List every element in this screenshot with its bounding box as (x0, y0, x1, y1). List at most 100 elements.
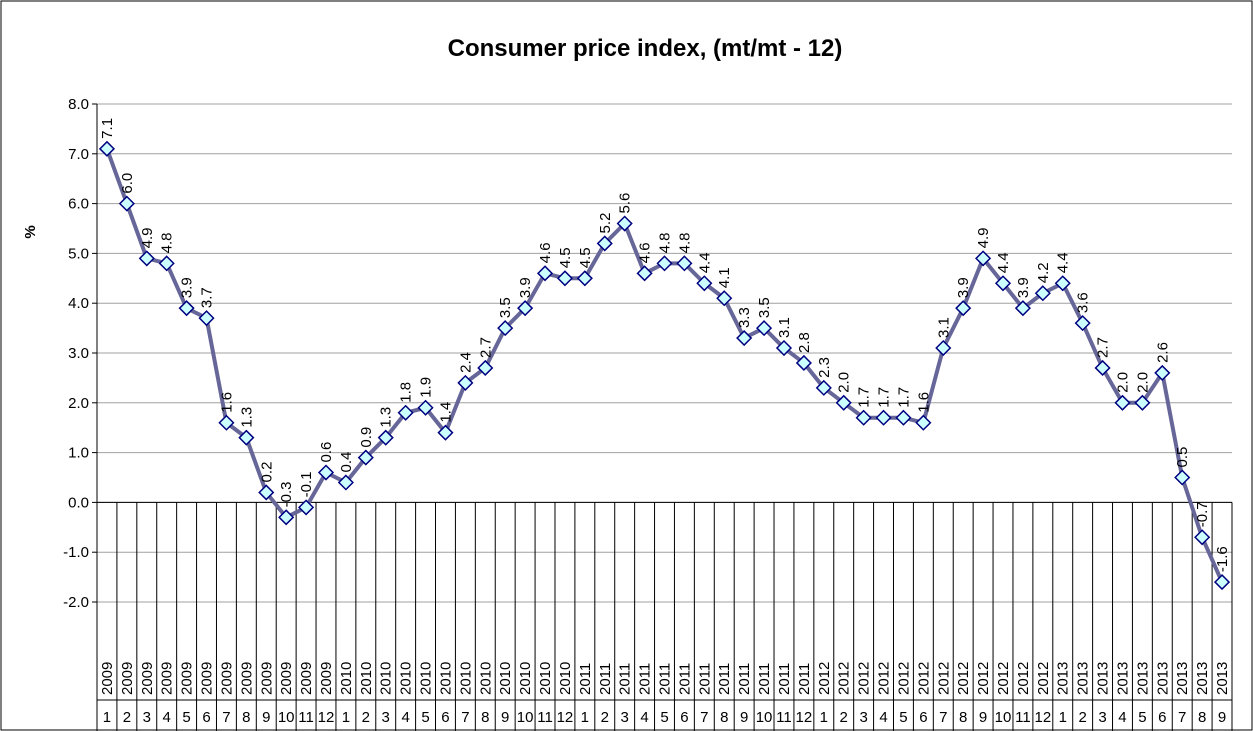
x-month-label: 10 (517, 709, 534, 726)
x-year-label: 2012 (1035, 662, 1052, 695)
x-year-label: 2011 (756, 663, 773, 695)
data-marker (935, 339, 952, 357)
x-year-label: 2012 (816, 662, 833, 695)
data-label: 7.1 (99, 118, 116, 139)
x-month-label: 7 (700, 709, 708, 726)
data-label: 2.7 (477, 337, 494, 358)
x-year-label: 2010 (437, 662, 454, 695)
x-month-label: 1 (1059, 709, 1067, 726)
data-label: 4.6 (537, 242, 554, 263)
data-marker (855, 409, 872, 426)
x-year-label: 2011 (597, 663, 614, 695)
data-label: 4.8 (676, 233, 693, 254)
data-label: 3.7 (199, 287, 216, 308)
x-month-label: 12 (796, 709, 813, 726)
x-month-label: 11 (537, 709, 553, 726)
data-label: 2.0 (1134, 372, 1151, 393)
data-marker (636, 265, 653, 282)
x-year-label: 2010 (477, 662, 494, 695)
x-year-label: 2011 (637, 663, 654, 695)
x-year-label: 2010 (557, 662, 574, 695)
data-label: 5.6 (617, 193, 634, 214)
data-label: 0.9 (358, 427, 375, 448)
data-label: 1.3 (378, 407, 395, 428)
data-marker (1213, 574, 1231, 591)
x-month-label: 1 (342, 709, 350, 726)
x-year-label: 2010 (457, 662, 474, 695)
data-marker (138, 250, 155, 267)
y-tick-label: 1.0 (68, 445, 89, 462)
x-month-label: 8 (481, 709, 489, 726)
data-marker (1174, 469, 1191, 486)
x-year-label: 2010 (517, 662, 534, 695)
data-label: 0.4 (338, 452, 355, 473)
x-year-label: 2012 (836, 662, 853, 695)
data-label: 2.6 (1154, 342, 1171, 363)
x-year-label: 2009 (179, 662, 196, 695)
x-year-label: 2009 (218, 662, 235, 695)
x-month-label: 9 (1218, 709, 1226, 726)
x-month-label: 11 (776, 709, 792, 726)
x-month-label: 5 (660, 709, 668, 726)
data-marker (357, 449, 374, 466)
x-month-label: 6 (1158, 709, 1166, 726)
x-year-label: 2011 (617, 663, 634, 695)
y-tick-label: -1.0 (63, 544, 89, 561)
data-marker (975, 250, 992, 267)
data-marker (736, 329, 753, 347)
data-marker (377, 429, 394, 446)
x-month-label: 7 (939, 709, 947, 726)
x-year-label: 2013 (1114, 662, 1131, 695)
data-marker (337, 474, 354, 491)
data-label: 1.7 (895, 387, 912, 408)
data-label: 4.5 (577, 247, 594, 268)
x-year-label: 2010 (537, 662, 554, 695)
x-month-label: 11 (298, 709, 314, 726)
x-month-label: 7 (461, 709, 469, 726)
x-month-label: 12 (557, 709, 574, 726)
x-year-label: 2012 (915, 662, 932, 695)
data-label: 3.9 (179, 277, 196, 298)
data-marker (517, 300, 534, 317)
x-year-label: 2012 (856, 662, 873, 695)
x-month-label: 8 (1198, 709, 1206, 726)
data-marker (616, 215, 633, 232)
x-month-label: 9 (979, 709, 987, 726)
data-marker (676, 255, 693, 272)
data-marker (795, 354, 812, 372)
data-marker (696, 275, 713, 292)
data-marker (477, 359, 494, 377)
x-month-label: 2 (840, 709, 848, 726)
x-year-label: 2012 (995, 662, 1012, 695)
data-marker (1194, 529, 1211, 546)
x-month-label: 2 (362, 709, 370, 726)
x-month-label: 6 (919, 709, 927, 726)
data-marker (815, 379, 832, 396)
chart-title: Consumer price index, (mt/mt - 12) (448, 35, 843, 62)
y-tick-label: 7.0 (68, 146, 89, 163)
y-tick-label: 2.0 (68, 395, 89, 412)
data-marker (895, 409, 912, 426)
x-month-label: 5 (899, 709, 907, 726)
x-year-label: 2013 (1095, 662, 1112, 695)
x-year-label: 2011 (776, 663, 793, 695)
data-marker (1034, 285, 1051, 302)
x-year-label: 2013 (1055, 662, 1072, 695)
x-month-label: 8 (959, 709, 967, 726)
x-year-label: 2013 (1134, 662, 1151, 695)
x-month-label: 2 (1078, 709, 1086, 726)
x-year-label: 2009 (318, 662, 335, 695)
x-year-label: 2009 (298, 662, 315, 695)
data-marker (397, 404, 414, 421)
data-label: 0.6 (318, 442, 335, 463)
x-month-label: 4 (640, 709, 648, 726)
data-label: 3.9 (517, 277, 534, 298)
data-label: 3.6 (1075, 292, 1092, 313)
data-marker (437, 424, 454, 441)
x-year-label: 2009 (199, 662, 216, 695)
y-tick-label: 6.0 (68, 196, 89, 213)
data-label: 3.5 (497, 297, 514, 318)
data-marker (875, 409, 892, 426)
data-label: 4.1 (716, 267, 733, 288)
